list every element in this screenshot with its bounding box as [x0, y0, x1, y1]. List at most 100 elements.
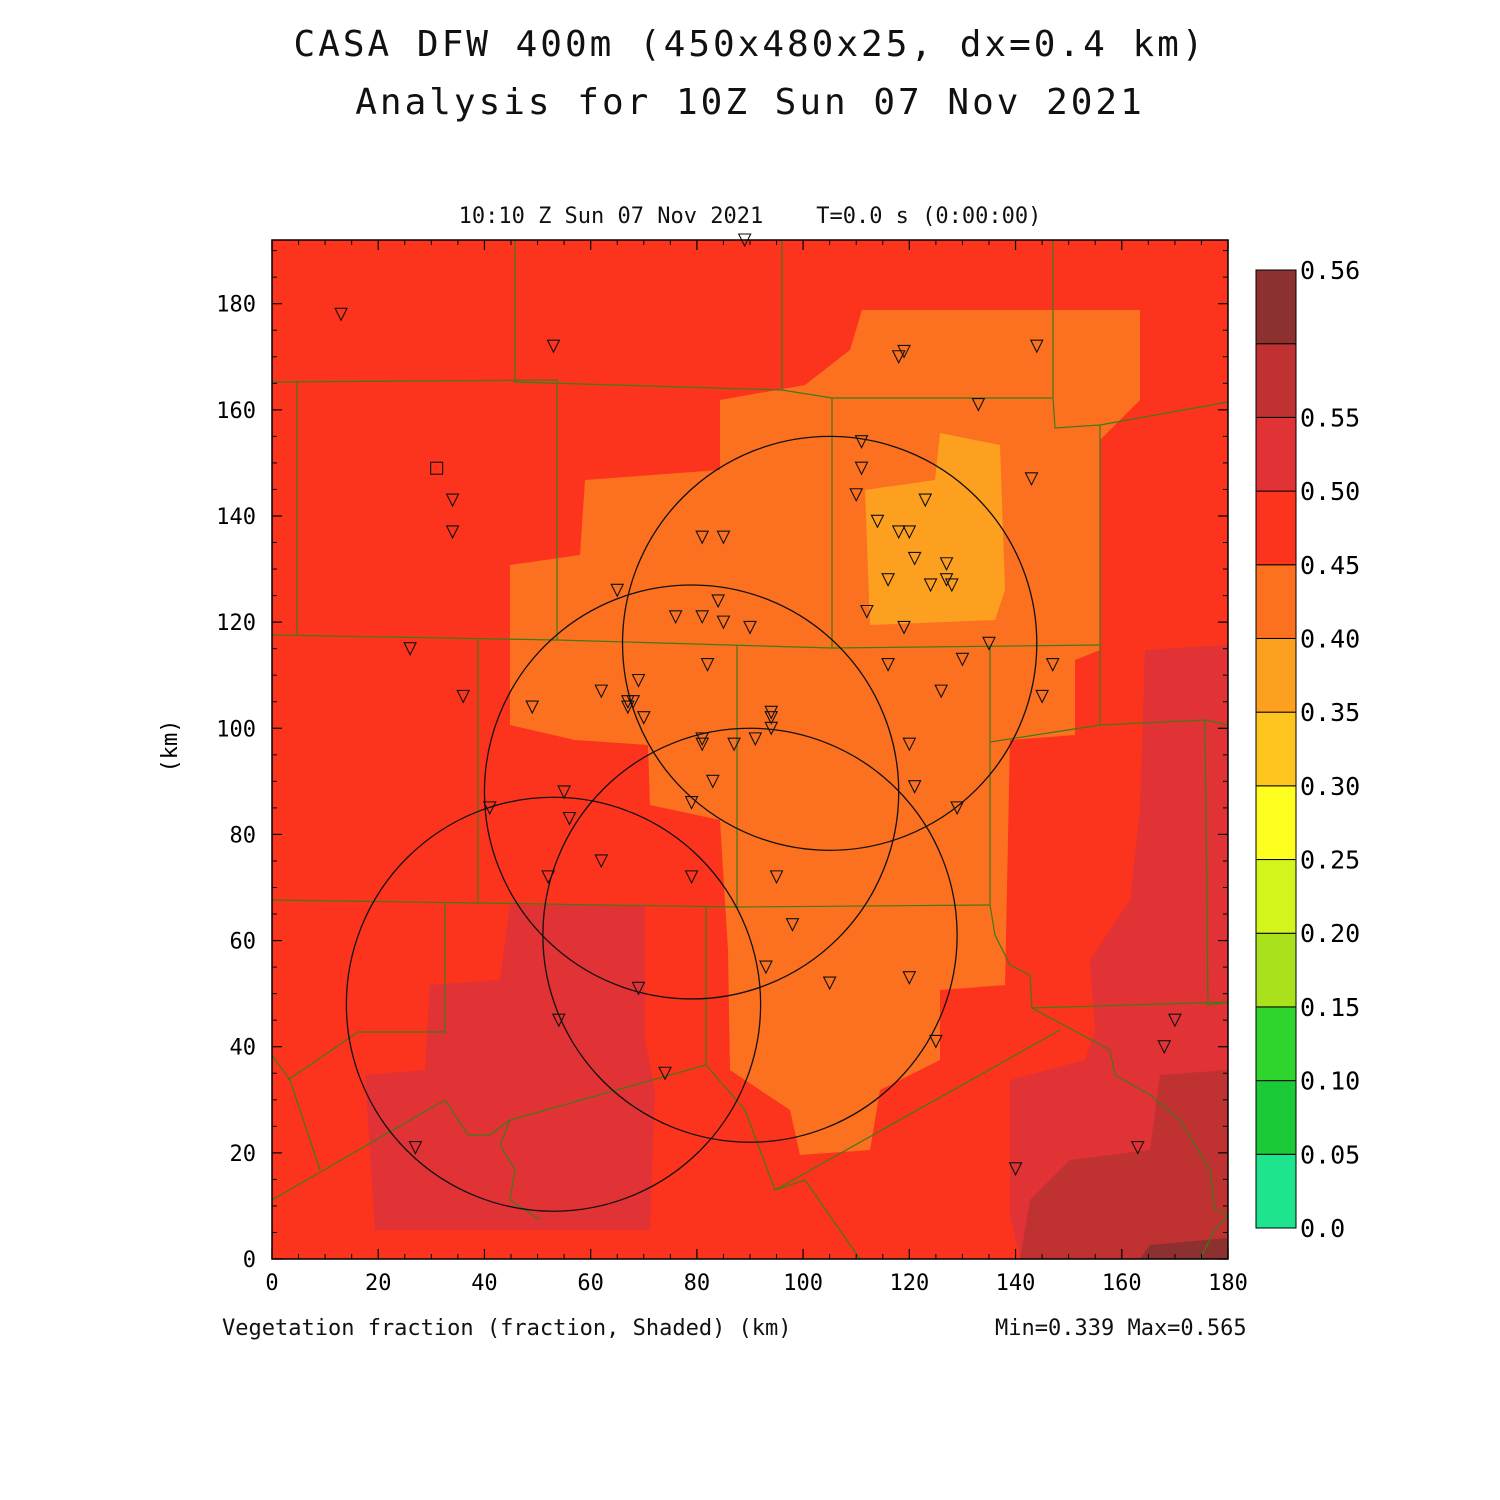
station-marker: [631, 673, 646, 688]
station-marker: [1024, 472, 1039, 487]
station-marker: [445, 525, 460, 540]
radar-ring-1: [621, 435, 1038, 851]
station-marker: [902, 525, 917, 540]
station-marker: [445, 493, 460, 508]
station-marker: [695, 732, 710, 747]
colorbar-label: 0.0: [1300, 1214, 1345, 1243]
y-tick-label: 140: [216, 505, 256, 530]
colorbar-swatch: [1255, 859, 1297, 934]
shaded-field: [272, 240, 1228, 1259]
field-level-045-050-west: [365, 905, 655, 1230]
colorbar-swatch: [1255, 1153, 1297, 1229]
colorbar: 0.0 0.05 0.10 0.15 0.20 0.25 0.30 0.35 0.40 0.45 0…: [1255, 256, 1360, 1243]
station-marker: [743, 620, 757, 635]
x-tick-label: 160: [1102, 1271, 1142, 1296]
station-marker: [907, 780, 922, 794]
station-marker: [631, 981, 646, 996]
colorbar-label: 0.20: [1300, 919, 1360, 948]
y-tick-label: 0: [243, 1248, 256, 1273]
station-marker: [982, 636, 996, 651]
x-tick-label: 40: [471, 1271, 498, 1296]
x-tick-label: 0: [265, 1271, 278, 1296]
y-tick-label: 60: [230, 930, 257, 955]
colorbar-label: 0.45: [1300, 551, 1360, 580]
station-marker: [610, 583, 625, 598]
station-marker: [1008, 1162, 1023, 1177]
station-marker: [546, 339, 561, 354]
station-marker: [764, 711, 779, 725]
colorbar-label: 0.25: [1300, 846, 1360, 875]
station-marker: [594, 684, 609, 699]
station-marker: [700, 658, 715, 672]
station-marker: [1045, 658, 1060, 672]
x-tick-label: 140: [996, 1271, 1036, 1296]
x-tick-label: 20: [365, 1271, 392, 1296]
station-marker: [658, 1066, 672, 1081]
station-marker: [881, 573, 895, 587]
station-marker: [891, 350, 906, 364]
station-marker: [939, 573, 954, 587]
colorbar-swatch: [1255, 490, 1297, 566]
station-marker: [1029, 339, 1044, 354]
station-marker: [923, 578, 938, 593]
station-marker: [902, 971, 917, 985]
station-marker: [918, 493, 933, 508]
station-marker: [854, 461, 869, 476]
min-max-stats: Min=0.339 Max=0.565: [995, 1316, 1247, 1341]
station-marker: [695, 610, 710, 625]
station-marker: [934, 684, 949, 699]
station-marker: [902, 737, 917, 752]
colorbar-swatch: [1255, 932, 1297, 1008]
station-marker: [748, 732, 763, 747]
title-line-1: CASA DFW 400m (450x480x25, dx=0.4 km): [293, 24, 1207, 65]
field-level-030-035: [865, 433, 1005, 625]
square-station-marker: [430, 461, 444, 475]
colorbar-swatch: [1255, 1080, 1297, 1155]
x-tick-label: 120: [889, 1271, 929, 1296]
y-axis-label: (km): [158, 720, 183, 773]
y-tick-label: 180: [216, 293, 256, 318]
station-marker: [551, 1013, 566, 1028]
colorbar-label: 0.40: [1300, 624, 1360, 653]
station-marker: [950, 801, 965, 816]
y-tick-label: 80: [230, 823, 257, 848]
y-tick-label: 160: [216, 399, 256, 424]
colorbar-label: 0.05: [1300, 1140, 1360, 1169]
radar-ring-3: [542, 727, 958, 1143]
station-marker: [769, 870, 784, 885]
colorbar-label: 0.35: [1300, 698, 1360, 727]
title-line-2: Analysis for 10Z Sun 07 Nov 2021: [355, 82, 1145, 123]
station-marker: [482, 801, 497, 816]
station-marker: [541, 870, 556, 885]
station-marker: [928, 1034, 943, 1049]
colorbar-swatch: [1255, 1006, 1297, 1082]
colorbar-swatch: [1255, 269, 1297, 345]
y-tick-label: 40: [230, 1036, 257, 1061]
station-marker: [620, 700, 635, 715]
station-marker: [764, 721, 779, 736]
colorbar-label: 0.55: [1300, 403, 1360, 432]
colorbar-label: 0.10: [1300, 1067, 1360, 1096]
station-marker: [456, 689, 471, 704]
station-marker: [525, 700, 540, 715]
x-axis: 0 20 40 60 80 100 120 140 160 180: [265, 240, 1248, 1296]
station-marker: [897, 620, 911, 635]
station-marker: [859, 604, 874, 619]
station-marker: [705, 774, 720, 789]
station-marker: [403, 642, 417, 656]
station-marker: [716, 530, 731, 545]
station-marker: [822, 976, 837, 991]
station-marker: [971, 397, 986, 412]
time-subtitle: 10:10 Z Sun 07 Nov 2021 T=0.0 s (0:00:00…: [458, 204, 1042, 229]
station-marker: [695, 737, 710, 752]
station-marker: [854, 435, 869, 449]
colorbar-swatch: [1255, 711, 1297, 787]
station-marker: [594, 854, 609, 869]
station-marker: [408, 1141, 423, 1155]
station-marker: [684, 870, 699, 885]
station-marker: [1168, 1013, 1182, 1028]
colorbar-swatch: [1255, 785, 1297, 861]
y-axis: 0 20 40 60 80 100 120 140 160 180: [216, 250, 1228, 1273]
station-marker: [557, 785, 572, 800]
station-marker: [562, 811, 577, 826]
